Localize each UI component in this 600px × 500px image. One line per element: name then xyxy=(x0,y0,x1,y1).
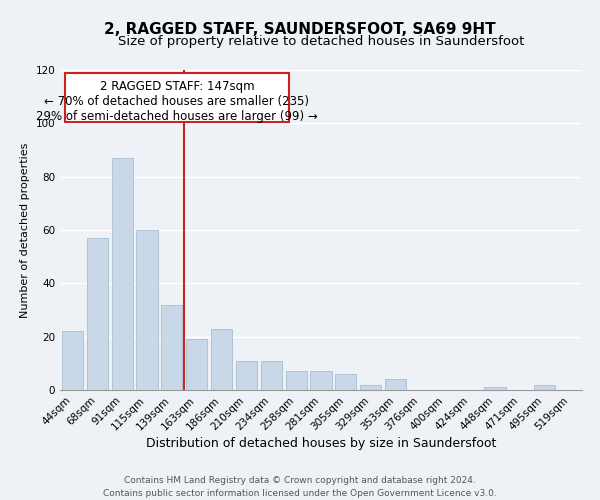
Bar xyxy=(87,238,108,390)
Bar xyxy=(211,328,232,390)
Bar xyxy=(136,230,158,390)
Bar xyxy=(286,372,307,390)
Y-axis label: Number of detached properties: Number of detached properties xyxy=(20,142,30,318)
Bar xyxy=(335,374,356,390)
X-axis label: Distribution of detached houses by size in Saundersfoot: Distribution of detached houses by size … xyxy=(146,438,496,450)
Text: 29% of semi-detached houses are larger (99) →: 29% of semi-detached houses are larger (… xyxy=(36,110,318,122)
Bar xyxy=(534,384,555,390)
Bar xyxy=(261,360,282,390)
Bar xyxy=(360,384,381,390)
Bar xyxy=(236,360,257,390)
Text: 2, RAGGED STAFF, SAUNDERSFOOT, SA69 9HT: 2, RAGGED STAFF, SAUNDERSFOOT, SA69 9HT xyxy=(104,22,496,38)
Text: 2 RAGGED STAFF: 147sqm: 2 RAGGED STAFF: 147sqm xyxy=(100,80,254,93)
Bar xyxy=(310,372,332,390)
Title: Size of property relative to detached houses in Saundersfoot: Size of property relative to detached ho… xyxy=(118,35,524,48)
Bar xyxy=(161,304,182,390)
Bar xyxy=(385,380,406,390)
Bar xyxy=(62,332,83,390)
Bar xyxy=(112,158,133,390)
Bar xyxy=(186,340,207,390)
Text: ← 70% of detached houses are smaller (235): ← 70% of detached houses are smaller (23… xyxy=(44,95,310,108)
Text: Contains HM Land Registry data © Crown copyright and database right 2024.
Contai: Contains HM Land Registry data © Crown c… xyxy=(103,476,497,498)
Bar xyxy=(484,388,506,390)
FancyBboxPatch shape xyxy=(65,72,289,122)
